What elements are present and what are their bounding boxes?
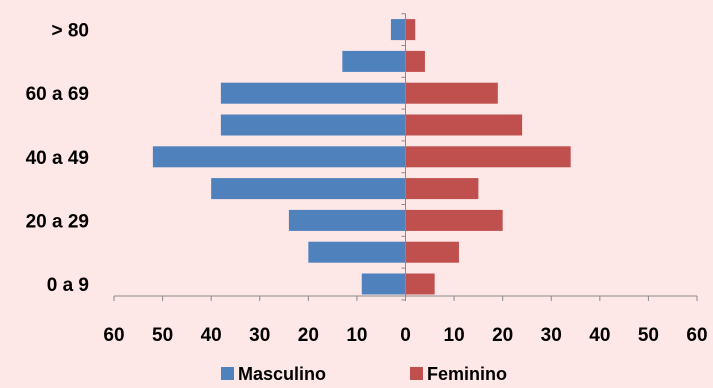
axis-layer xyxy=(113,13,698,301)
legend-swatch-masculino xyxy=(221,367,234,380)
x-tick-label: 30 xyxy=(249,325,270,346)
y-tick-label: 20 a 29 xyxy=(26,211,89,232)
bar-feminino-8 xyxy=(405,19,416,41)
bar-feminino-3 xyxy=(405,178,479,200)
bar-feminino-1 xyxy=(405,241,459,263)
legend: Masculino Feminino xyxy=(221,364,507,384)
x-tick-label: 50 xyxy=(638,325,659,346)
x-tick-label: 60 xyxy=(103,325,124,346)
bar-feminino-0 xyxy=(405,273,435,295)
y-tick-label: 0 a 9 xyxy=(47,275,89,296)
x-tick-label: 60 xyxy=(686,325,707,346)
bar-feminino-2 xyxy=(405,209,503,231)
bar-masculino-1 xyxy=(308,241,406,263)
x-tick-label: 10 xyxy=(346,325,367,346)
x-tick-label: 20 xyxy=(492,325,513,346)
bars-layer xyxy=(152,19,571,295)
legend-label-feminino: Feminino xyxy=(427,364,507,383)
x-tick-label: 30 xyxy=(541,325,562,346)
bar-masculino-5 xyxy=(220,114,406,136)
bar-feminino-4 xyxy=(405,146,571,168)
labels-layer: 60 50 40 30 20 10 0 10 20 30 40 50 60 0 a 9 20 a 29 40 … xyxy=(26,21,708,346)
y-tick-label: > 80 xyxy=(51,21,89,42)
legend-label-masculino: Masculino xyxy=(238,364,326,383)
bar-masculino-6 xyxy=(220,82,406,104)
x-tick-label: 50 xyxy=(152,325,173,346)
x-tick-label: 0 xyxy=(400,325,411,346)
y-tick-label: 40 a 49 xyxy=(26,148,89,169)
bar-feminino-5 xyxy=(405,114,523,136)
bar-masculino-7 xyxy=(342,50,406,72)
bar-feminino-6 xyxy=(405,82,498,104)
legend-swatch-feminino xyxy=(410,367,423,380)
x-tick-label: 40 xyxy=(201,325,222,346)
bar-masculino-0 xyxy=(361,273,406,295)
x-tick-label: 40 xyxy=(589,325,610,346)
bar-masculino-4 xyxy=(152,146,406,168)
bar-masculino-2 xyxy=(288,209,406,231)
x-tick-label: 20 xyxy=(298,325,319,346)
x-tick-label: 10 xyxy=(444,325,465,346)
bar-masculino-3 xyxy=(211,178,406,200)
bar-masculino-8 xyxy=(390,19,406,41)
y-tick-label: 60 a 69 xyxy=(26,84,89,105)
bar-feminino-7 xyxy=(405,50,425,72)
